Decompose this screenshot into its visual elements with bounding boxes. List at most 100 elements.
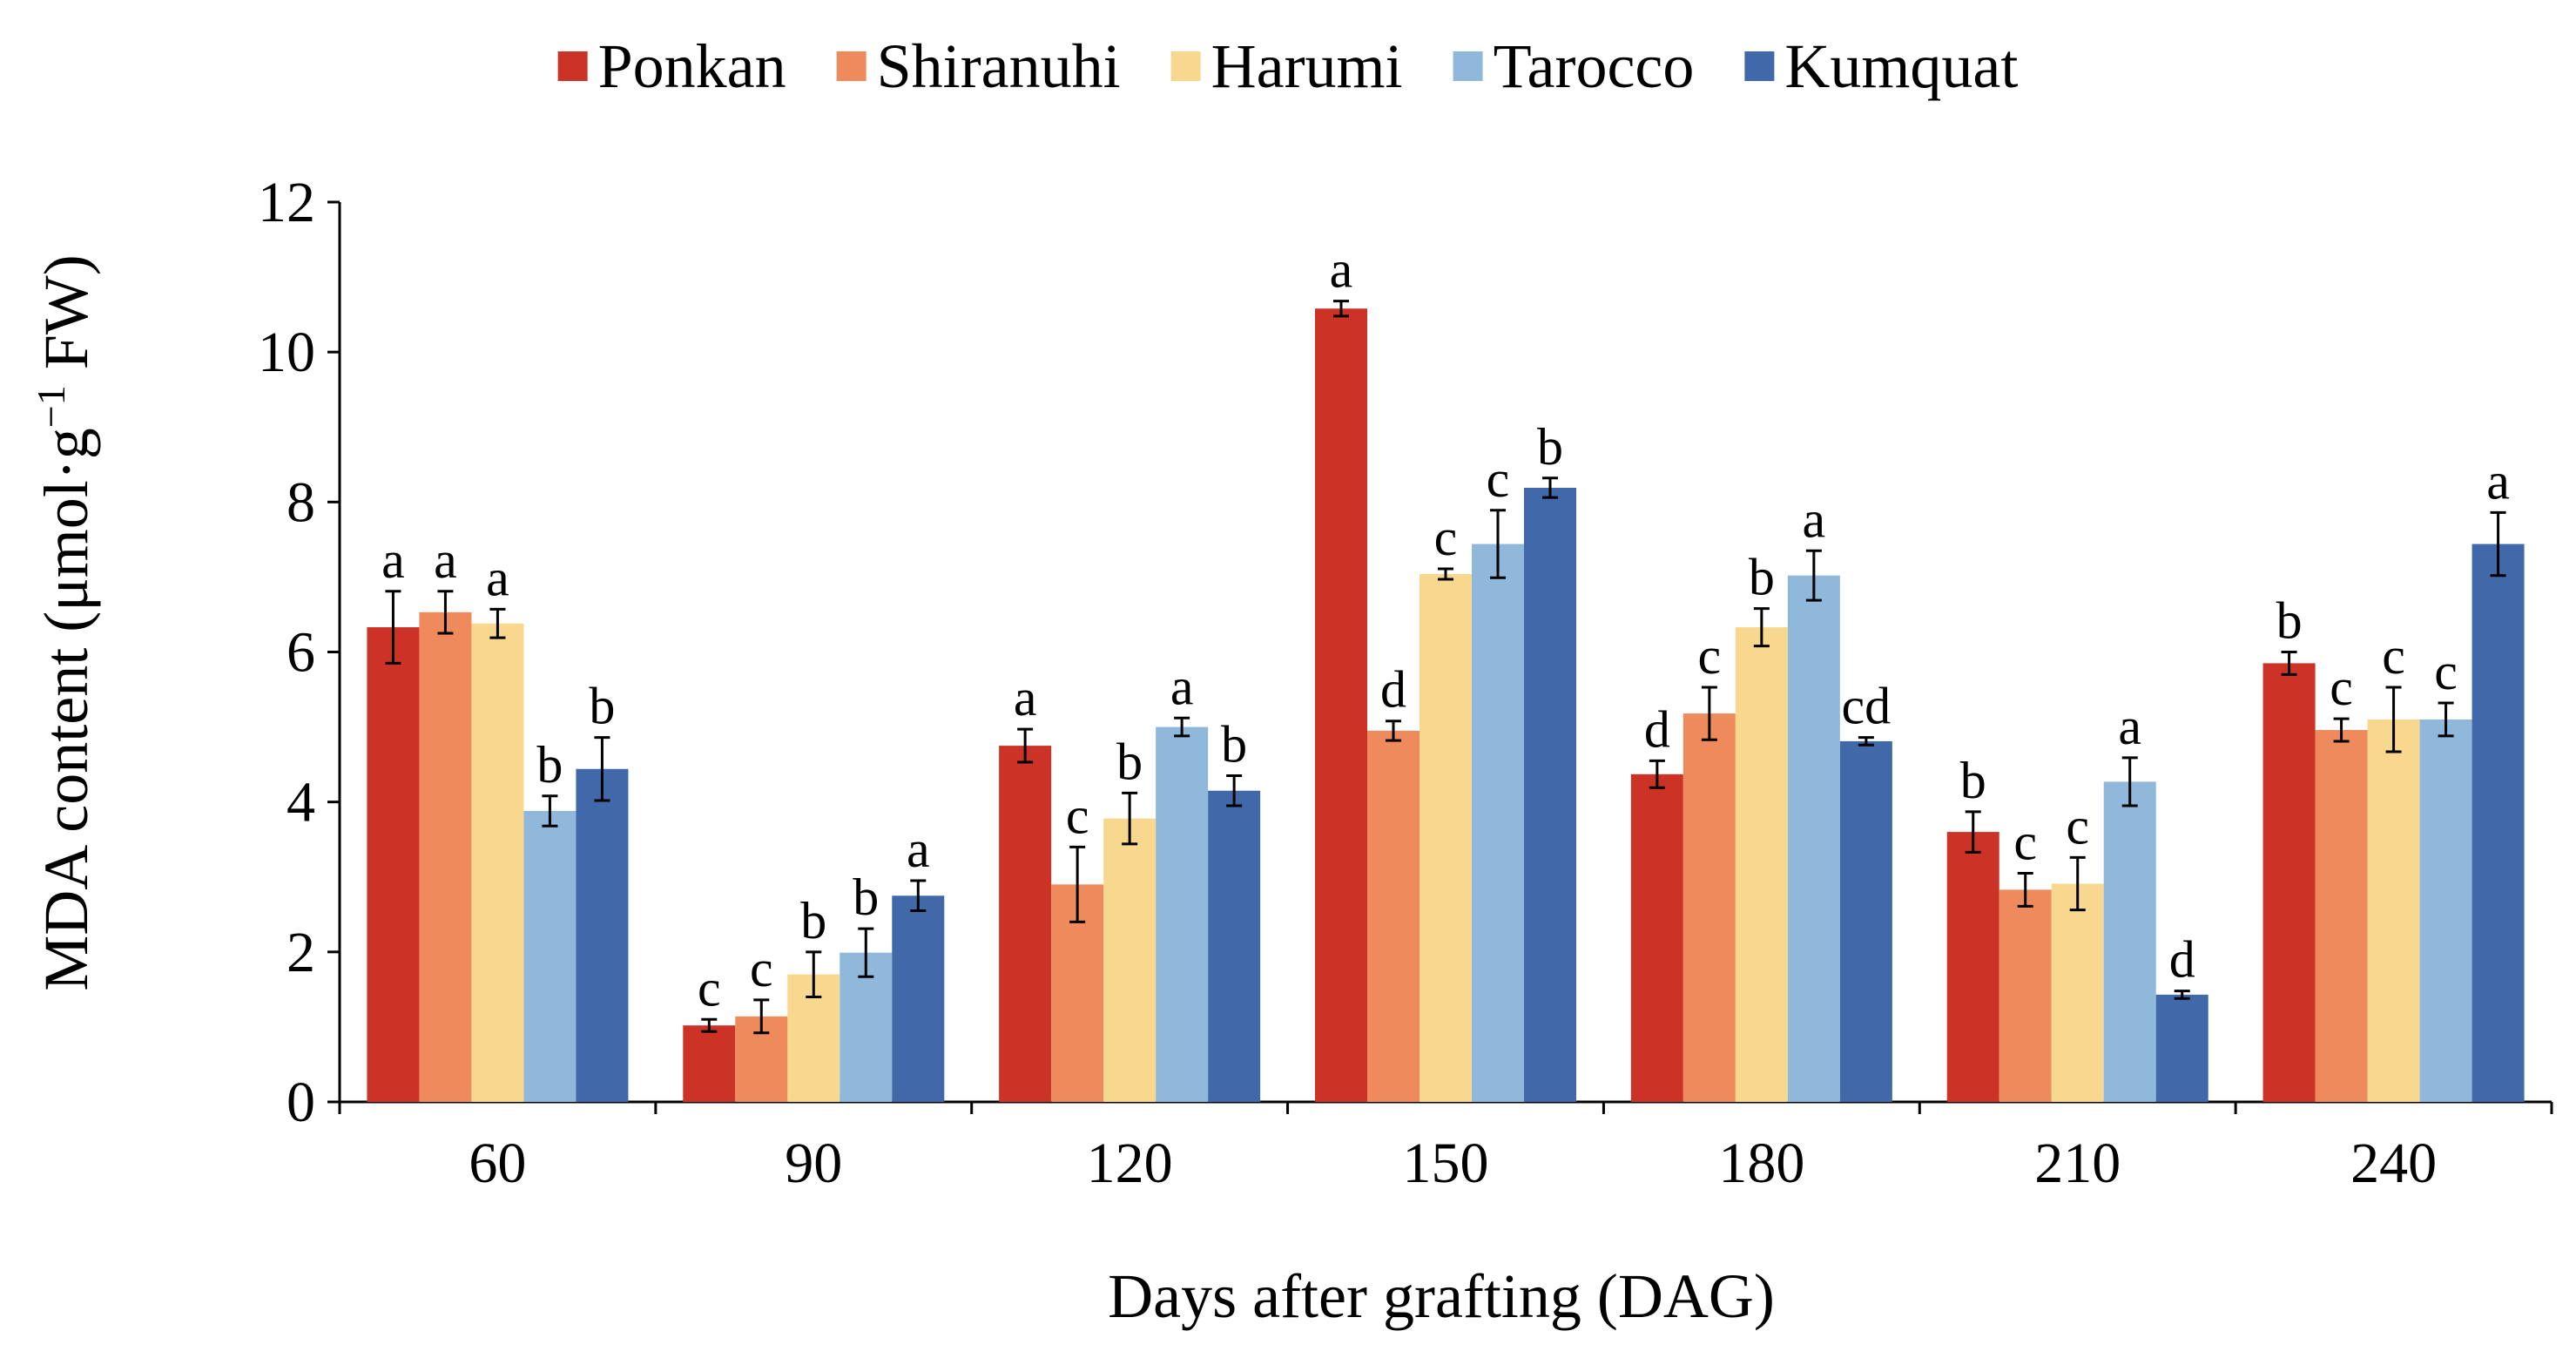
bar-tarocco-210 — [2103, 781, 2156, 1102]
bar-ponkan-180 — [1630, 774, 1683, 1102]
significance-label: b — [1116, 733, 1143, 790]
bar-ponkan-210 — [1946, 832, 1999, 1102]
error-bar — [594, 736, 610, 802]
significance-label: a — [2486, 452, 2510, 510]
bar-ponkan-150 — [1315, 308, 1367, 1102]
significance-label: c — [2382, 627, 2405, 685]
bar-tarocco-60 — [523, 810, 577, 1102]
bar-kumquat-150 — [1524, 487, 1576, 1102]
error-bar — [1858, 736, 1874, 747]
bar-ponkan-90 — [683, 1025, 736, 1102]
x-axis: 60 90 120 150 180 210 240 — [338, 1100, 2553, 1195]
significance-label: a — [1170, 658, 1194, 715]
error-bar — [1490, 509, 1506, 579]
error-bar — [1805, 549, 1822, 602]
y-tick-label: 10 — [258, 321, 315, 384]
y-tick-label: 8 — [287, 470, 315, 534]
significance-label: a — [2118, 698, 2141, 755]
error-bar — [1333, 300, 1349, 318]
bar-ponkan-120 — [999, 746, 1052, 1102]
y-tick-label: 4 — [287, 771, 315, 834]
significance-label: a — [1803, 490, 1826, 548]
bar-shiranuhi-240 — [2315, 730, 2368, 1102]
legend-label-kumquat: Kumquat — [1784, 31, 2018, 101]
bar-shiranuhi-180 — [1682, 713, 1736, 1102]
legend-label-ponkan: Ponkan — [598, 31, 786, 101]
significance-label: a — [434, 531, 457, 589]
error-bar — [1753, 607, 1770, 648]
y-axis: 0 2 4 6 8 10 12 — [258, 171, 341, 1134]
significance-label: b — [1960, 752, 1986, 809]
significance-label: b — [536, 736, 563, 794]
error-bar — [858, 927, 874, 978]
x-tick-label: 180 — [1718, 1132, 1804, 1195]
x-tick-label: 60 — [469, 1132, 526, 1195]
significance-label: c — [750, 940, 773, 997]
significance-label: b — [1537, 418, 1563, 476]
significance-label: c — [1487, 450, 1510, 508]
significance-label: a — [1330, 241, 1353, 299]
bar-kumquat-240 — [2471, 544, 2525, 1102]
significance-label: c — [1066, 787, 1089, 844]
y-tick-label: 0 — [287, 1071, 315, 1134]
legend-label-shiranuhi: Shiranuhi — [877, 31, 1121, 101]
bar-tarocco-180 — [1787, 575, 1840, 1102]
bar-harumi-210 — [2051, 883, 2104, 1102]
significance-label: a — [381, 531, 405, 589]
y-axis-title-superscript: −1 — [29, 385, 73, 428]
error-bar — [542, 794, 558, 828]
bar-tarocco-120 — [1156, 726, 1209, 1102]
error-bar — [385, 590, 401, 665]
error-bar — [1174, 716, 1190, 738]
error-bar — [753, 998, 770, 1035]
significance-label: a — [907, 821, 930, 878]
error-bar — [1017, 727, 1034, 764]
error-bar — [1122, 791, 1138, 846]
significance-label: c — [1698, 627, 1722, 685]
error-bar — [910, 879, 927, 912]
significance-label: a — [1014, 669, 1037, 726]
significance-label: b — [1221, 716, 1247, 774]
error-bar — [2333, 717, 2350, 743]
error-bar — [1542, 476, 1558, 499]
y-tick-label: 2 — [287, 921, 315, 984]
significance-label: b — [589, 678, 615, 735]
error-bar — [1965, 810, 1981, 854]
error-bar — [1069, 845, 1086, 923]
error-bar — [489, 607, 506, 639]
bar-tarocco-150 — [1472, 544, 1524, 1102]
error-bar — [2174, 990, 2190, 1000]
bar-kumquat-120 — [1208, 790, 1261, 1102]
error-bar — [437, 590, 454, 635]
significance-label: b — [853, 868, 879, 926]
significance-label: c — [2013, 813, 2037, 870]
bar-kumquat-60 — [576, 768, 629, 1102]
bar-harumi-240 — [2367, 719, 2420, 1102]
bar-ponkan-240 — [2262, 663, 2316, 1102]
x-tick-label: 210 — [2034, 1132, 2121, 1195]
legend-swatch-ponkan — [557, 51, 588, 81]
y-axis-title: MDA content (μmol·g−1 FW) — [29, 254, 101, 990]
significance-label: a — [486, 549, 509, 606]
y-axis-title-main: MDA content (μmol·g — [31, 428, 101, 991]
error-bar — [1386, 720, 1401, 742]
bar-kumquat-210 — [2155, 994, 2208, 1102]
error-bar — [1701, 686, 1717, 741]
bar-kumquat-90 — [892, 895, 945, 1102]
error-bar — [2490, 510, 2506, 578]
significance-label: c — [2434, 643, 2458, 700]
legend-swatch-harumi — [1170, 51, 1201, 81]
error-bar — [806, 950, 822, 998]
error-bar — [2069, 855, 2086, 912]
significance-label: c — [2330, 659, 2353, 716]
error-bar — [1649, 759, 1665, 789]
error-bar — [2385, 686, 2402, 753]
bar-harumi-60 — [471, 623, 524, 1102]
significance-label: c — [2066, 797, 2089, 855]
significance-label: b — [1749, 549, 1775, 606]
legend-label-harumi: Harumi — [1211, 31, 1403, 101]
bar-kumquat-180 — [1839, 740, 1892, 1102]
bar-harumi-180 — [1735, 627, 1788, 1102]
